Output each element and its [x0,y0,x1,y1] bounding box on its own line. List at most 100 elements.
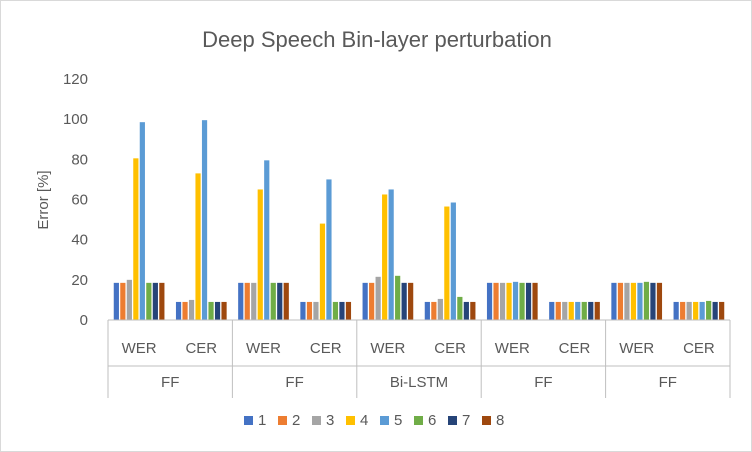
x-group-label: FF [659,374,677,391]
legend-label-2: 2 [292,412,300,429]
bar-series-7-cat-2 [277,282,283,320]
x-category-label: WER [619,340,654,357]
bar-series-6-cat-3 [332,301,339,320]
bar-series-4-cat-7 [568,301,574,320]
bar-series-4-cat-8 [630,282,637,320]
bar-series-2-cat-3 [306,301,313,320]
bar-series-1-cat-3 [300,301,306,320]
legend-label-6: 6 [428,412,436,429]
legend-label-4: 4 [360,412,368,429]
y-tick-label: 0 [80,312,88,329]
bar-series-1-cat-2 [238,282,244,320]
x-category-label: CER [683,340,715,357]
bar-series-1-cat-6 [486,282,493,320]
bar-series-4-cat-6 [506,282,512,320]
x-category-label: CER [185,340,217,357]
bar-series-2-cat-0 [120,282,126,320]
legend-swatch-8 [482,416,491,425]
bar-series-1-cat-0 [113,282,119,320]
legend: 1 2 3 4 5 6 7 8 [244,412,504,429]
y-axis-ticks: 0 20 40 60 80 100 120 [63,71,88,329]
bar-series-7-cat-8 [650,282,656,320]
legend-label-3: 3 [326,412,334,429]
legend-swatch-6 [414,416,423,425]
bar-series-3-cat-0 [126,279,132,320]
bar-series-3-cat-7 [562,301,568,320]
bar-series-2-cat-4 [369,282,375,320]
bar-series-5-cat-3 [326,179,332,320]
bar-series-5-cat-6 [512,281,519,320]
bar-series-8-cat-7 [594,301,600,320]
bar-series-3-cat-3 [313,301,319,320]
legend-label-1: 1 [258,412,266,429]
bar-series-6-cat-1 [208,301,214,320]
x-category-label: CER [559,340,591,357]
bar-series-1-cat-9 [673,301,679,320]
bar-series-4-cat-2 [257,189,263,320]
bar-series-1-cat-5 [424,301,430,320]
bar-series-2-cat-8 [617,282,624,320]
bar-series-8-cat-6 [532,282,538,320]
bar-series-1-cat-7 [549,301,555,320]
y-axis-title: Error [%] [35,170,52,229]
bar-series-2-cat-7 [555,301,561,320]
legend-label-7: 7 [462,412,470,429]
bar-series-3-cat-6 [499,282,506,320]
bar-series-3-cat-8 [624,282,630,320]
bar-series-4-cat-1 [195,173,201,320]
x-group-label: FF [534,374,552,391]
bar-series-8-cat-3 [345,301,352,320]
bar-series-7-cat-3 [339,301,345,320]
y-tick-label: 20 [71,272,88,289]
chart-title: Deep Speech Bin-layer perturbation [202,27,552,52]
bar-series-4-cat-0 [133,158,139,320]
bar-series-7-cat-9 [712,301,718,320]
bar-series-8-cat-2 [283,282,289,320]
bar-series-3-cat-4 [375,276,381,320]
bar-series-7-cat-5 [463,301,469,320]
bars-layer [113,120,725,321]
legend-swatch-2 [278,416,287,425]
y-tick-label: 40 [71,232,88,249]
bar-series-5-cat-1 [201,120,208,320]
legend-swatch-5 [380,416,389,425]
bar-series-6-cat-2 [270,282,276,320]
bar-series-3-cat-9 [686,301,692,320]
legend-label-5: 5 [394,412,402,429]
bar-series-8-cat-4 [408,282,414,320]
x-group-label: Bi-LSTM [390,374,448,391]
y-tick-label: 60 [71,192,88,209]
bar-series-7-cat-7 [588,301,594,320]
bar-series-1-cat-8 [611,282,617,320]
x-category-label: CER [310,340,342,357]
legend-swatch-3 [312,416,321,425]
bar-series-2-cat-2 [244,282,250,320]
bar-series-7-cat-4 [401,282,407,320]
bar-series-2-cat-1 [182,301,188,320]
bar-series-4-cat-4 [382,194,388,320]
bar-series-7-cat-1 [214,301,221,320]
x-category-label: WER [370,340,405,357]
bar-series-2-cat-5 [431,301,437,320]
x-category-label: WER [122,340,157,357]
bar-series-6-cat-6 [519,282,525,320]
bar-series-3-cat-2 [251,282,257,320]
y-tick-label: 80 [71,151,88,168]
bar-series-4-cat-9 [693,301,699,320]
bar-series-7-cat-0 [152,282,158,320]
bar-series-8-cat-9 [719,301,725,320]
legend-label-8: 8 [496,412,504,429]
bar-series-6-cat-0 [146,282,152,320]
x-group-label: FF [161,374,179,391]
bar-series-8-cat-5 [470,301,476,320]
legend-swatch-1 [244,416,253,425]
bar-series-2-cat-6 [493,282,499,320]
y-tick-label: 120 [63,71,88,88]
bar-series-8-cat-1 [221,301,227,320]
x-category-label: WER [246,340,281,357]
bar-series-5-cat-2 [264,160,270,320]
